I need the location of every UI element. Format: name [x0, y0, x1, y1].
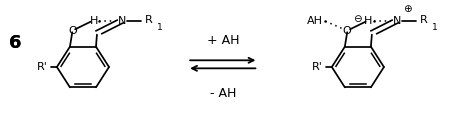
Text: + AH: + AH	[207, 34, 239, 47]
Text: ⊕: ⊕	[403, 4, 412, 14]
Text: R: R	[420, 15, 428, 25]
Text: O: O	[68, 26, 77, 36]
Text: N: N	[118, 16, 126, 26]
Text: - AH: - AH	[210, 87, 236, 100]
Text: R: R	[145, 15, 153, 25]
Text: H: H	[90, 16, 98, 26]
Text: 1: 1	[156, 23, 163, 32]
Text: 6: 6	[9, 34, 21, 52]
Text: N: N	[393, 16, 401, 26]
Text: H: H	[365, 16, 373, 26]
Text: R': R'	[36, 62, 47, 72]
Text: 6: 6	[9, 34, 21, 52]
Text: AH: AH	[307, 16, 323, 26]
Text: R': R'	[311, 62, 322, 72]
Text: O: O	[343, 26, 352, 36]
Text: 1: 1	[432, 23, 438, 32]
Text: ⊖: ⊖	[353, 14, 362, 24]
